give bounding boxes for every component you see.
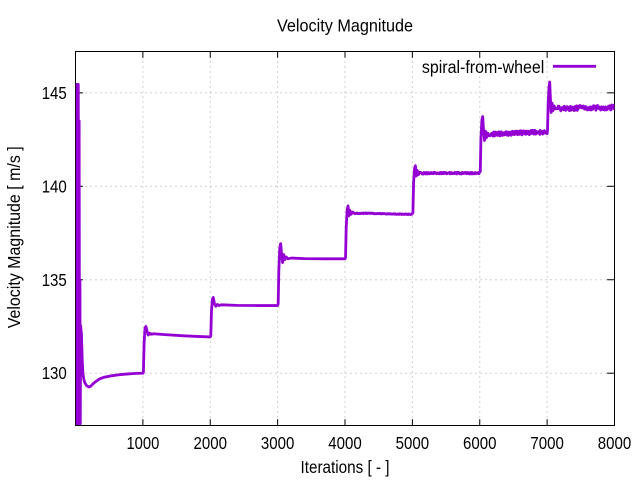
svg-text:145: 145	[42, 83, 67, 103]
svg-text:4000: 4000	[328, 433, 361, 453]
svg-text:130: 130	[42, 363, 67, 383]
svg-text:Velocity Magnitude: Velocity Magnitude	[277, 16, 413, 36]
svg-text:135: 135	[42, 270, 67, 290]
svg-text:Iterations [ - ]: Iterations [ - ]	[301, 457, 390, 477]
svg-text:3000: 3000	[261, 433, 294, 453]
svg-text:6000: 6000	[463, 433, 496, 453]
svg-text:140: 140	[42, 176, 67, 196]
svg-text:1000: 1000	[126, 433, 159, 453]
svg-text:spiral-from-wheel: spiral-from-wheel	[422, 57, 544, 77]
svg-text:2000: 2000	[194, 433, 227, 453]
svg-text:5000: 5000	[396, 433, 429, 453]
svg-text:7000: 7000	[530, 433, 563, 453]
svg-text:Velocity Magnitude [ m/s ]: Velocity Magnitude [ m/s ]	[4, 146, 24, 328]
svg-text:8000: 8000	[598, 433, 631, 453]
